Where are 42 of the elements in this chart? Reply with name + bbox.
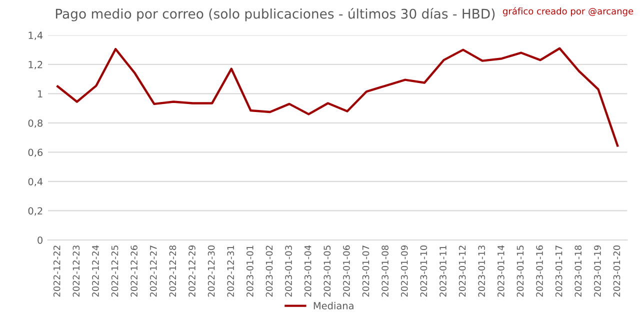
x-tick-label: 2022-12-24 bbox=[92, 245, 99, 297]
text: gráfico creado por @arcange bbox=[502, 7, 634, 16]
x-tick-label: 2022-12-23 bbox=[72, 246, 80, 297]
y-tick-label: 0,6 bbox=[28, 148, 43, 158]
x-tick-label: 2023-01-09 bbox=[400, 245, 408, 297]
x-tick-label: 2023-01-12 bbox=[458, 246, 466, 297]
x-tick-label: 2023-01-15 bbox=[516, 246, 524, 297]
chart-title: Pago medio por correo (solo publicaciones - últimos 30 días - HBD) bbox=[56, 8, 495, 22]
x-tick-label: 2023-01-10 bbox=[420, 245, 428, 297]
y-tick-label: 1,2 bbox=[28, 60, 42, 70]
x-tick-label: 2023-01-05 bbox=[324, 246, 331, 297]
x-tick-label: 2023-01-01 bbox=[246, 246, 254, 297]
x-tick-label: 2022-12-31 bbox=[227, 246, 234, 297]
y-tick-label: 1 bbox=[38, 90, 42, 98]
x-tick-label: 2023-01-04 bbox=[304, 245, 312, 297]
x-tick-label: 2023-01-20 bbox=[613, 245, 620, 297]
x-tick-label: 2023-01-13 bbox=[478, 246, 486, 297]
x-tick-label: 2023-01-02 bbox=[266, 246, 273, 297]
x-tick-label: 2023-01-08 bbox=[382, 245, 388, 297]
x-tick-label: 2023-01-07 bbox=[362, 246, 370, 297]
y-tick-label: 1,4 bbox=[28, 32, 43, 40]
x-tick-label: 2023-01-17 bbox=[555, 246, 562, 297]
y-tick-label: 0 bbox=[38, 236, 42, 244]
x-tick-label: 2022-12-28 bbox=[169, 245, 176, 297]
x-tick-label: 2022-12-22 bbox=[53, 246, 60, 297]
y-tick-label: 0,4 bbox=[28, 178, 43, 186]
x-tick-label: 2023-01-18 bbox=[574, 245, 582, 297]
x-tick-label: 2022-12-27 bbox=[150, 246, 157, 297]
x-tick-label: 2023-01-16 bbox=[536, 245, 543, 297]
x-tick-label: 2023-01-03 bbox=[285, 246, 292, 297]
y-tick-label: 0,8 bbox=[28, 119, 42, 128]
x-tick-label: 2023-01-11 bbox=[440, 246, 446, 297]
legend-label: Mediana bbox=[314, 302, 354, 310]
x-tick-label: 2023-01-19 bbox=[594, 245, 601, 297]
x-tick-label: 2023-01-14 bbox=[497, 245, 504, 297]
line-series bbox=[56, 47, 619, 147]
x-tick-label: 2022-12-30 bbox=[208, 245, 215, 297]
x-tick-label: 2023-01-06 bbox=[343, 245, 350, 297]
y-tick-label: 0,2 bbox=[28, 207, 42, 216]
x-tick-label: 2022-12-29 bbox=[188, 245, 196, 297]
x-tick-label: 2022-12-25 bbox=[111, 246, 118, 297]
x-tick-label: 2022-12-26 bbox=[130, 245, 138, 297]
